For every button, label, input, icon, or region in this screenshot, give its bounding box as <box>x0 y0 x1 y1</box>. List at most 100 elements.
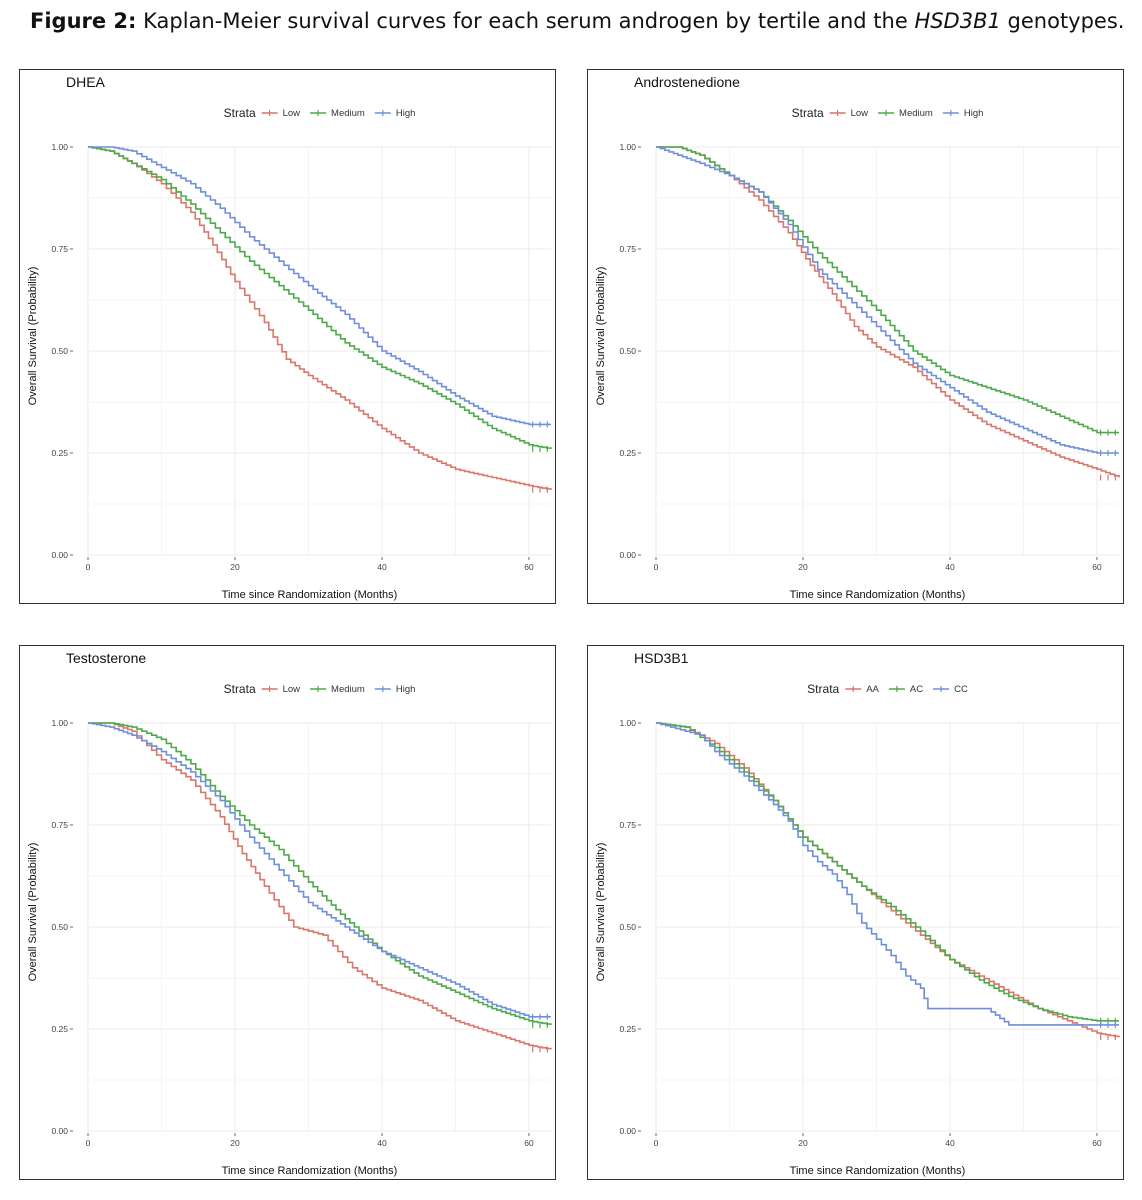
x-axis-label: Time since Randomization (Months) <box>222 589 398 601</box>
panel-title: DHEA <box>66 74 106 90</box>
series-line-low <box>656 146 1120 478</box>
y-axis-label: Overall Survival (Probability) <box>595 843 607 982</box>
x-tick-label: 40 <box>945 1138 955 1148</box>
legend-key <box>261 686 278 692</box>
series-line-low <box>88 146 552 490</box>
x-tick-label: 0 <box>654 1138 659 1148</box>
x-axis-label: Time since Randomization (Months) <box>790 589 966 601</box>
series-line-low <box>88 722 552 1050</box>
y-tick-label: 0.50 <box>619 922 636 932</box>
y-tick-label: 1.00 <box>51 142 68 152</box>
legend-item-medium: Medium <box>331 108 365 119</box>
legend-key <box>933 686 950 692</box>
y-tick-label: 0.00 <box>619 1126 636 1136</box>
legend-key <box>374 686 391 692</box>
y-tick-label: 0.00 <box>51 1126 68 1136</box>
legend-item-ac: AC <box>910 684 923 695</box>
y-tick-label: 0.00 <box>51 550 68 560</box>
panel-testosterone: Testosterone Strata Low Medium High 0.00 0.25 0… <box>19 645 556 1180</box>
legend: Strata Low Medium High <box>224 106 416 120</box>
figure-caption: Figure 2: Kaplan-Meier survival curves f… <box>30 8 1124 34</box>
y-tick-label: 0.50 <box>619 346 636 356</box>
chart-svg: Testosterone Strata Low Medium High 0.00 0.25 0… <box>27 650 552 1177</box>
series-line-high <box>88 722 551 1018</box>
y-axis-label: Overall Survival (Probability) <box>27 267 39 406</box>
x-tick-label: 20 <box>230 1138 240 1148</box>
y-axis-label: Overall Survival (Probability) <box>595 267 607 406</box>
series-line-cc <box>656 722 1119 1026</box>
chart-svg: HSD3B1 Strata AA AC CC 0.00 0.25 0.50 0.75 1.00 0 2… <box>595 650 1120 1177</box>
panel-title: Testosterone <box>66 650 146 666</box>
y-tick-label: 1.00 <box>619 142 636 152</box>
x-tick-label: 20 <box>230 562 240 572</box>
legend-item-cc: CC <box>954 684 968 695</box>
x-tick-label: 60 <box>524 1138 534 1148</box>
x-tick-label: 20 <box>798 1138 808 1148</box>
legend-item-medium: Medium <box>899 108 933 119</box>
series-line-medium <box>656 146 1119 434</box>
y-tick-label: 0.50 <box>51 922 68 932</box>
x-axis-label: Time since Randomization (Months) <box>222 1165 398 1177</box>
caption-text: Kaplan-Meier survival curves for each se… <box>136 9 915 33</box>
legend-key <box>845 686 862 692</box>
y-tick-label: 1.00 <box>51 718 68 728</box>
legend-key <box>829 110 846 116</box>
x-tick-label: 40 <box>945 562 955 572</box>
series-line-medium <box>88 722 552 1025</box>
y-axis-label: Overall Survival (Probability) <box>27 843 39 982</box>
caption-gene: HSD3B1 <box>914 9 1001 33</box>
legend: Strata Low Medium High <box>224 682 416 696</box>
panel-title: Androstenedione <box>634 74 740 90</box>
x-tick-label: 0 <box>86 1138 91 1148</box>
panel-androstenedione: Androstenedione Strata Low Medium High 0.00 0.… <box>587 69 1124 604</box>
legend-key <box>310 110 327 116</box>
caption-end: genotypes. <box>1000 9 1125 33</box>
legend-item-high: High <box>396 108 416 119</box>
x-tick-label: 60 <box>1092 562 1102 572</box>
caption-label: Figure 2: <box>30 9 137 33</box>
y-tick-label: 0.75 <box>619 820 636 830</box>
chart-svg: DHEA Strata Low Medium High 0.00 0.25 0.50 0.75 1… <box>27 74 552 601</box>
legend-key <box>261 110 278 116</box>
x-tick-label: 40 <box>377 1138 387 1148</box>
legend-title: Strata <box>224 106 256 120</box>
legend-item-high: High <box>964 108 984 119</box>
chart-svg: Androstenedione Strata Low Medium High 0.00 0.… <box>595 74 1120 601</box>
legend-title: Strata <box>792 106 824 120</box>
legend-key <box>310 686 327 692</box>
x-tick-label: 20 <box>798 562 808 572</box>
x-tick-label: 0 <box>654 562 659 572</box>
series-line-medium <box>88 146 552 449</box>
x-tick-label: 0 <box>86 562 91 572</box>
x-tick-label: 40 <box>377 562 387 572</box>
legend-key <box>878 110 895 116</box>
legend-item-high: High <box>396 684 416 695</box>
y-tick-label: 0.50 <box>51 346 68 356</box>
y-tick-label: 0.25 <box>619 1024 636 1034</box>
legend-title: Strata <box>807 682 839 696</box>
y-tick-label: 0.25 <box>619 448 636 458</box>
legend-key <box>374 110 391 116</box>
y-tick-label: 1.00 <box>619 718 636 728</box>
legend-item-low: Low <box>283 684 301 695</box>
y-tick-label: 0.00 <box>619 550 636 560</box>
panel-title: HSD3B1 <box>634 650 689 666</box>
x-tick-label: 60 <box>524 562 534 572</box>
y-tick-label: 0.75 <box>619 244 636 254</box>
series-line-high <box>656 146 1119 454</box>
legend: Strata Low Medium High <box>792 106 984 120</box>
panel-dhea: DHEA Strata Low Medium High 0.00 0.25 0.50 0.75 1… <box>19 69 556 604</box>
legend-item-low: Low <box>283 108 301 119</box>
series-line-aa <box>656 722 1120 1038</box>
y-tick-label: 0.75 <box>51 244 68 254</box>
panel-hsd3b1: HSD3B1 Strata AA AC CC 0.00 0.25 0.50 0.75 1.00 0 2… <box>587 645 1124 1180</box>
series-line-ac <box>656 722 1119 1022</box>
legend-item-low: Low <box>851 108 869 119</box>
series-line-high <box>88 146 551 426</box>
legend-item-aa: AA <box>866 684 879 695</box>
legend-key <box>888 686 905 692</box>
x-tick-label: 60 <box>1092 1138 1102 1148</box>
x-axis-label: Time since Randomization (Months) <box>790 1165 966 1177</box>
y-tick-label: 0.25 <box>51 448 68 458</box>
y-tick-label: 0.25 <box>51 1024 68 1034</box>
